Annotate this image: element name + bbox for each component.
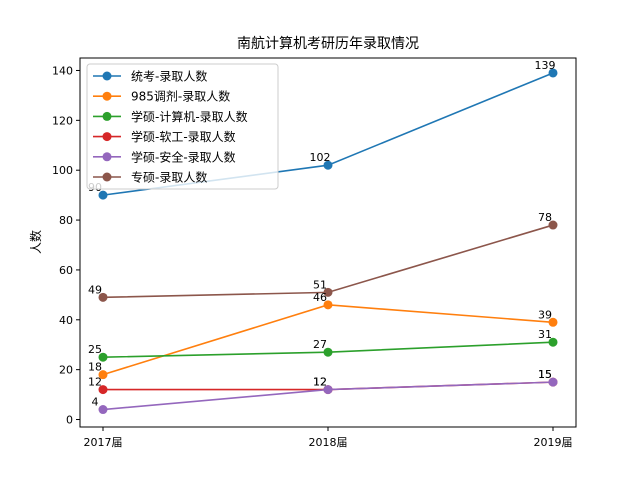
series-labels: 49 51 78 [88, 211, 552, 296]
legend-label: 学硕-计算机-录取人数 [131, 109, 248, 124]
data-label: 39 [538, 308, 552, 321]
data-point [323, 300, 333, 310]
data-point [548, 377, 558, 387]
series-group [98, 220, 558, 302]
legend-marker [102, 111, 112, 121]
data-label: 139 [535, 59, 556, 72]
series-line [102, 304, 554, 376]
data-label: 102 [310, 151, 331, 164]
data-label: 12 [88, 376, 102, 389]
y-tick-label: 60 [59, 264, 73, 277]
y-axis-label: 人数 [28, 230, 43, 254]
legend-marker [102, 152, 112, 162]
legend-item: 学硕-软工-录取人数 [93, 129, 236, 144]
data-label: 49 [88, 283, 102, 296]
x-axis: 2017届 2018届 2019届 [84, 427, 573, 449]
x-tick-label: 2019届 [534, 436, 573, 449]
data-point [548, 317, 558, 327]
legend-item: 学硕-安全-录取人数 [93, 149, 236, 164]
data-label: 12 [313, 376, 327, 389]
series-labels: 12 12 15 [88, 368, 552, 388]
legend-label: 985调剂-录取人数 [131, 89, 230, 104]
data-label: 15 [538, 368, 552, 381]
data-point [98, 370, 108, 380]
series-group [98, 300, 558, 380]
series-line [102, 224, 554, 299]
data-point [98, 405, 108, 415]
legend-marker [102, 132, 112, 142]
data-point [98, 292, 108, 302]
y-tick-label: 20 [59, 364, 73, 377]
data-label: 27 [313, 338, 327, 351]
data-label: 12 [313, 376, 327, 389]
y-tick-label: 0 [66, 414, 73, 427]
data-point [548, 337, 558, 347]
x-tick-label: 2018届 [309, 436, 348, 449]
data-point [323, 347, 333, 357]
data-point [98, 352, 108, 362]
y-axis: 0 20 40 60 80 100 120 140 [52, 64, 80, 427]
legend-item: 学硕-计算机-录取人数 [93, 109, 248, 124]
series-labels: 25 27 31 [88, 328, 552, 356]
data-point [548, 68, 558, 78]
data-point [323, 287, 333, 297]
data-label: 46 [313, 291, 327, 304]
data-point [98, 385, 108, 395]
legend-item: 985调剂-录取人数 [93, 89, 230, 104]
series-labels: 4 12 15 [92, 368, 553, 408]
data-point [323, 385, 333, 395]
data-label: 15 [538, 368, 552, 381]
data-point [98, 190, 108, 200]
data-label: 4 [92, 396, 99, 409]
legend-marker [102, 71, 112, 81]
legend-item: 统考-录取人数 [93, 69, 207, 84]
legend-marker [102, 91, 112, 101]
y-tick-label: 40 [59, 314, 73, 327]
legend-label: 统考-录取人数 [131, 69, 207, 84]
y-tick-label: 80 [59, 214, 73, 227]
legend-label: 专硕-录取人数 [131, 170, 207, 185]
data-point [548, 220, 558, 230]
legend: 统考-录取人数 985调剂-录取人数学硕-计算机-录取人数学硕-软工-录取人数学硕… [86, 63, 279, 190]
data-label: 31 [538, 328, 552, 341]
data-label: 25 [88, 343, 102, 356]
data-label: 18 [88, 361, 102, 374]
legend-box [86, 63, 279, 190]
y-tick-label: 140 [52, 64, 73, 77]
legend-label: 学硕-安全-录取人数 [131, 149, 236, 164]
legend-label: 学硕-软工-录取人数 [131, 129, 236, 144]
series-group [98, 337, 558, 362]
data-label: 78 [538, 211, 552, 224]
data-point [323, 160, 333, 170]
legend-item: 专硕-录取人数 [93, 170, 207, 185]
legend-marker [102, 172, 112, 182]
series-labels: 18 46 39 [88, 291, 552, 374]
chart-title: 南航计算机考研历年录取情况 [237, 36, 419, 52]
x-tick-label: 2017届 [84, 436, 123, 449]
plot-area: 9010213918463925273112121541215495178 [88, 59, 558, 415]
series-group [98, 377, 558, 415]
data-label: 51 [313, 278, 327, 291]
y-tick-label: 100 [52, 164, 73, 177]
y-tick-label: 120 [52, 114, 73, 127]
